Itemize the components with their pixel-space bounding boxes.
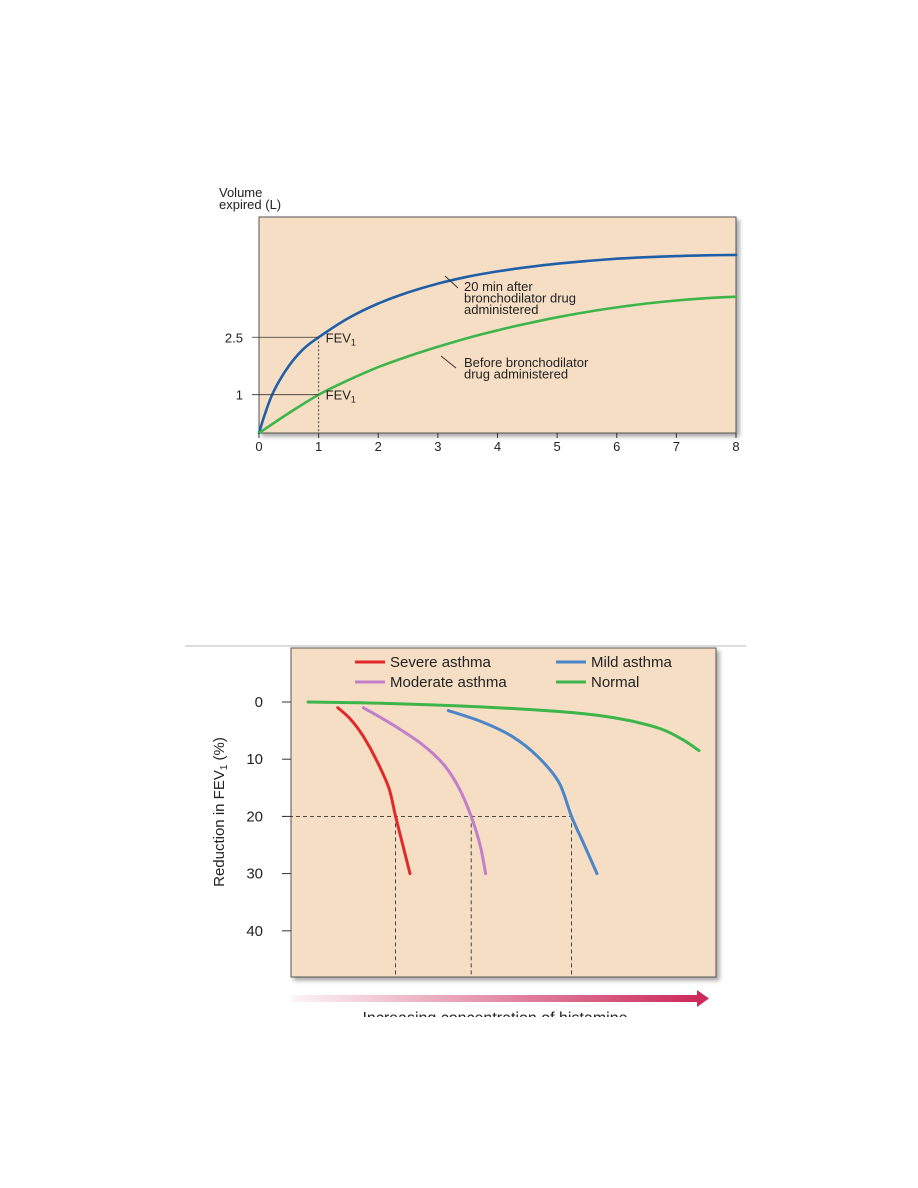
legend-label: Severe asthma [390, 654, 492, 671]
arrow-head [697, 990, 709, 1007]
legend-label: Normal [591, 674, 639, 691]
x-tick-label: 5 [554, 439, 561, 454]
series-line-mild-asthma [446, 709, 599, 876]
series-line-severe-asthma [336, 706, 412, 876]
series-line-normal [306, 700, 701, 753]
x-tick-label: 4 [494, 439, 501, 454]
reference-lines [282, 815, 572, 977]
y-axis-label-line2: expired (L) [219, 197, 281, 212]
y-axis-ticks: 0 10 20 30 40 [246, 694, 291, 940]
fev1-marker-label: FEV1 [326, 330, 356, 347]
x-tick-label: 0 [255, 439, 262, 454]
fev1-marker-label: FEV1 [326, 388, 356, 405]
series-annotation-line: bronchodilator drug [464, 291, 576, 306]
histamine-challenge-chart: Severe asthma Mild asthma Moderate asthma N… [211, 647, 717, 1027]
concentration-arrow [291, 990, 709, 1007]
x-axis-ticks: 0 1 2 3 4 5 6 7 8 [255, 433, 740, 454]
x-axis-label-clip: Increasing concentration of histamine [362, 1010, 627, 1027]
y-axis-label-line1: Volume [219, 185, 262, 200]
x-tick-label: 1 [315, 439, 322, 454]
series-annotation-line: administered [464, 302, 538, 317]
series-group [257, 253, 738, 435]
y-tick-label: 10 [246, 751, 263, 768]
x-tick-label: 7 [673, 439, 680, 454]
x-axis-label: Increasing concentration of histamine [362, 1010, 627, 1027]
annotation-leader [440, 355, 457, 369]
series-annotation-line: Before bronchodilator [464, 355, 589, 370]
legend-label: Mild asthma [591, 654, 673, 671]
series-line-0 [257, 253, 738, 435]
series-annotation-line: drug administered [464, 367, 568, 382]
annotation-leader [444, 275, 459, 289]
y-tick-label: 30 [246, 866, 263, 883]
x-tick-label: 3 [434, 439, 441, 454]
y-axis-label-main: Reduction in FEV [211, 770, 228, 887]
y-tick-label: 2.5 [225, 330, 243, 345]
y-axis-label-suffix: (%) [211, 737, 228, 765]
series-group [306, 700, 701, 876]
y-axis-ticks: 12.5 [225, 330, 319, 403]
y-tick-label: 1 [236, 388, 243, 403]
y-tick-label: 0 [255, 694, 263, 711]
x-tick-label: 8 [732, 439, 739, 454]
y-axis-label: Reduction in FEV1 (%) [211, 737, 230, 887]
series-line-1 [257, 295, 738, 435]
y-axis-label-subscript: 1 [219, 764, 230, 770]
arrow-shaft [291, 995, 697, 1002]
x-tick-label: 2 [375, 439, 382, 454]
plot-area [290, 647, 717, 978]
x-tick-label: 6 [613, 439, 620, 454]
y-tick-label: 20 [246, 808, 263, 825]
series-line-moderate-asthma [361, 706, 488, 876]
series-annotation-line: 20 min after [464, 279, 533, 294]
legend: Severe asthma Mild asthma Moderate asthma N… [355, 654, 673, 691]
legend-label: Moderate asthma [390, 674, 507, 691]
y-tick-label: 40 [246, 923, 263, 940]
